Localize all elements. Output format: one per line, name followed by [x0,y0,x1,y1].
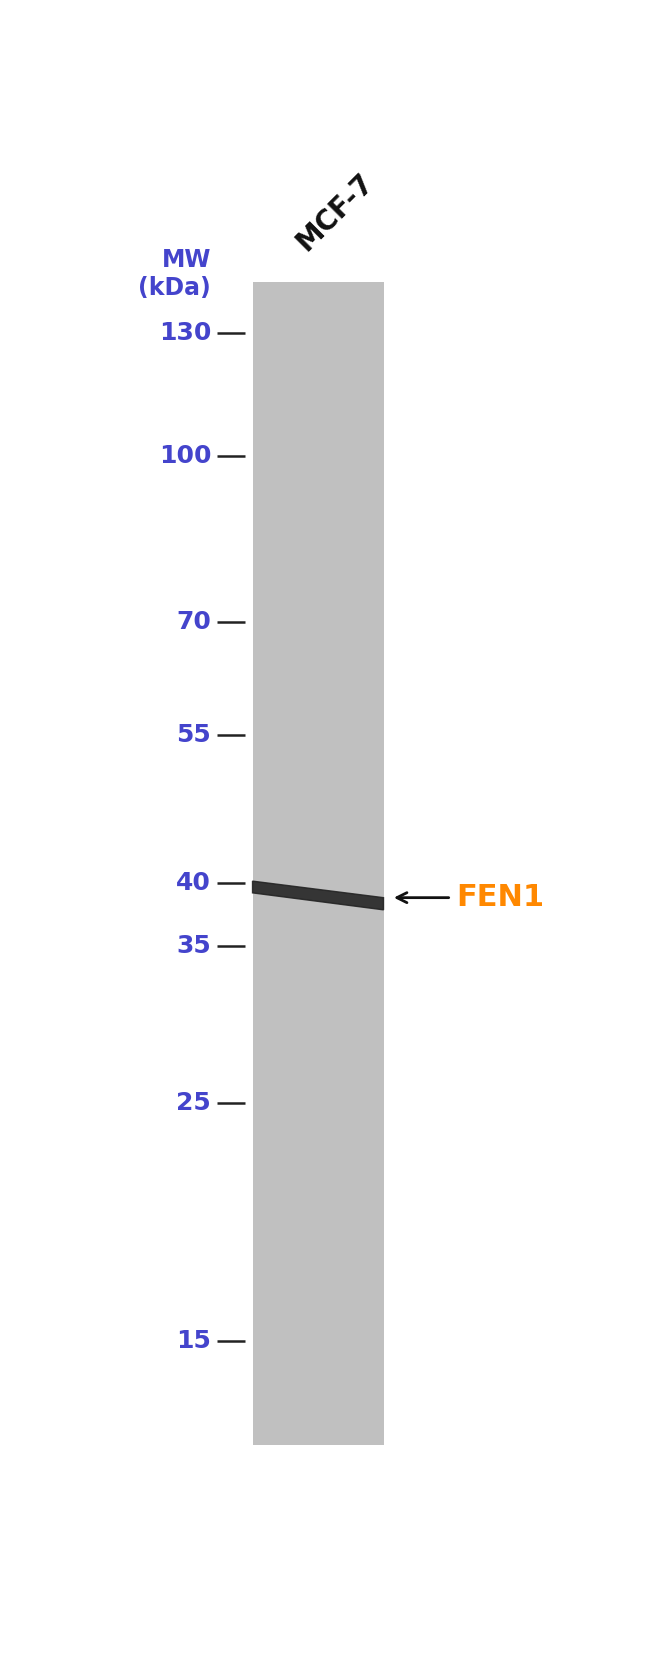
Text: 130: 130 [159,322,211,345]
Polygon shape [252,881,384,910]
Text: 15: 15 [176,1330,211,1353]
Text: 25: 25 [176,1091,211,1116]
Text: FEN1: FEN1 [456,883,545,911]
Text: MCF-7: MCF-7 [291,168,379,257]
Text: 40: 40 [176,872,211,895]
Text: 35: 35 [176,935,211,958]
Text: MW: MW [162,247,211,272]
Text: 55: 55 [176,722,211,747]
Text: 70: 70 [176,611,211,634]
Bar [252,282,384,1446]
Text: (kDa): (kDa) [138,276,211,300]
Text: 100: 100 [159,443,211,468]
